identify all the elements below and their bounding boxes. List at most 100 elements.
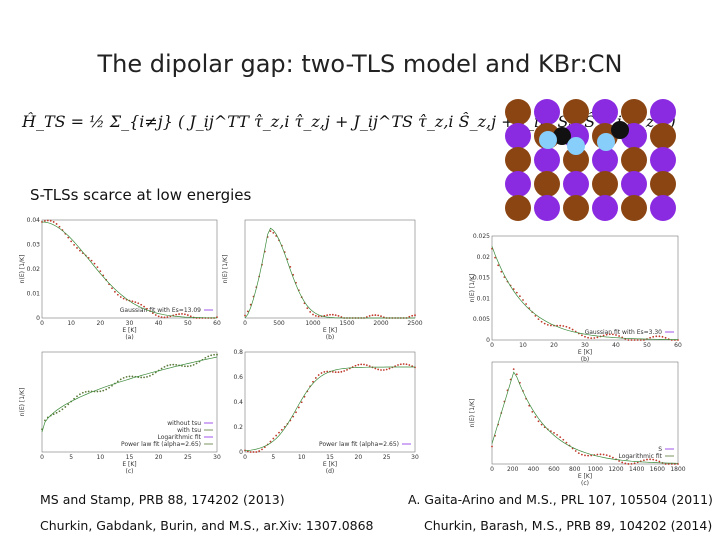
x-tick-label: 40 (155, 320, 163, 327)
data-point (664, 463, 667, 465)
data-point (154, 314, 157, 316)
data-point (160, 316, 163, 319)
data-point (382, 369, 385, 371)
x-tick-label: 0 (243, 454, 247, 461)
data-point (605, 454, 608, 456)
data-point (314, 377, 317, 379)
data-point (380, 369, 382, 371)
data-point (255, 451, 258, 453)
x-tick-label: 0 (490, 466, 494, 473)
legend-label: Logarithmic fit (157, 434, 201, 441)
data-point (497, 264, 500, 267)
data-point (360, 363, 363, 366)
data-point (246, 310, 249, 313)
data-point (204, 357, 207, 359)
fit-curve (491, 371, 679, 464)
y-tick-label: 0.005 (473, 316, 490, 323)
data-point (670, 463, 673, 465)
panel-label: (b) (581, 356, 590, 363)
atom (611, 121, 629, 139)
x-tick-label: 1400 (629, 466, 644, 473)
x-tick-label: 1000 (588, 466, 603, 473)
data-point (280, 428, 283, 431)
data-point (119, 378, 122, 381)
data-point (581, 453, 583, 456)
data-point (537, 420, 540, 423)
panel-label: (c) (581, 480, 589, 487)
data-point (540, 423, 543, 426)
x-axis-label: E [K] (122, 461, 136, 468)
data-point (491, 445, 493, 448)
plot-panel: 0 200 400 600 800 1000 1200 1400 1600 1800 E [K] n(… (469, 361, 686, 487)
fit-curve (491, 246, 678, 340)
data-point (658, 460, 661, 463)
data-point (317, 374, 320, 376)
data-point (76, 395, 78, 398)
data-point (377, 368, 380, 371)
fit-curve (41, 221, 217, 319)
data-point (73, 397, 75, 400)
data-point (79, 249, 81, 252)
data-point (550, 324, 552, 327)
data-point (374, 367, 377, 370)
data-point (309, 311, 312, 313)
data-point (494, 256, 496, 259)
data-point (515, 291, 518, 294)
data-point (312, 313, 314, 316)
atom (534, 99, 560, 125)
data-point (163, 365, 166, 368)
data-point (122, 376, 125, 379)
y-tick-label: 0 (36, 315, 40, 322)
data-point (146, 307, 148, 310)
atom (621, 171, 647, 197)
atom (650, 171, 676, 197)
x-tick-label: 10 (97, 454, 105, 461)
fit-curve (41, 356, 218, 433)
data-point (652, 458, 655, 461)
data-point (76, 247, 78, 249)
data-point (272, 231, 275, 234)
data-point (639, 339, 642, 341)
data-point (128, 375, 131, 378)
data-point (587, 454, 589, 457)
atom (650, 99, 676, 125)
slide-title: The dipolar gap: two-TLS model and KBr:C… (97, 50, 623, 78)
data-point (636, 339, 639, 341)
data-point (346, 368, 348, 371)
data-point (515, 373, 518, 376)
plot-frame (41, 219, 218, 319)
data-point (655, 459, 658, 462)
data-point (602, 453, 605, 456)
x-tick-label: 15 (126, 454, 134, 461)
data-point (169, 363, 172, 366)
x-tick-label: 2000 (373, 320, 388, 327)
data-point (105, 388, 108, 391)
data-point (317, 315, 320, 318)
atom (597, 133, 615, 151)
data-point (64, 406, 67, 408)
data-point (41, 221, 43, 223)
data-point (175, 363, 178, 366)
data-point (186, 365, 189, 368)
data-point (584, 454, 586, 457)
data-point (90, 259, 93, 262)
data-point (292, 273, 295, 276)
fit-curve (244, 366, 415, 452)
plot-panel: 0 500 1000 1500 2000 2500 E [K] n(E) [1/K] (b) (222, 219, 423, 341)
atom (563, 195, 589, 221)
data-point (178, 313, 180, 315)
data-point (633, 462, 636, 465)
y-tick-label: 0.4 (233, 399, 243, 406)
atom (505, 195, 531, 221)
data-point (337, 315, 340, 317)
data-point (525, 303, 527, 305)
data-point (329, 313, 331, 316)
data-point (181, 313, 183, 315)
data-point (143, 305, 145, 308)
data-point (411, 314, 414, 317)
atom (650, 195, 676, 221)
x-tick-label: 25 (184, 454, 192, 461)
plot-frame (41, 351, 218, 453)
y-tick-label: 0.02 (477, 254, 491, 261)
